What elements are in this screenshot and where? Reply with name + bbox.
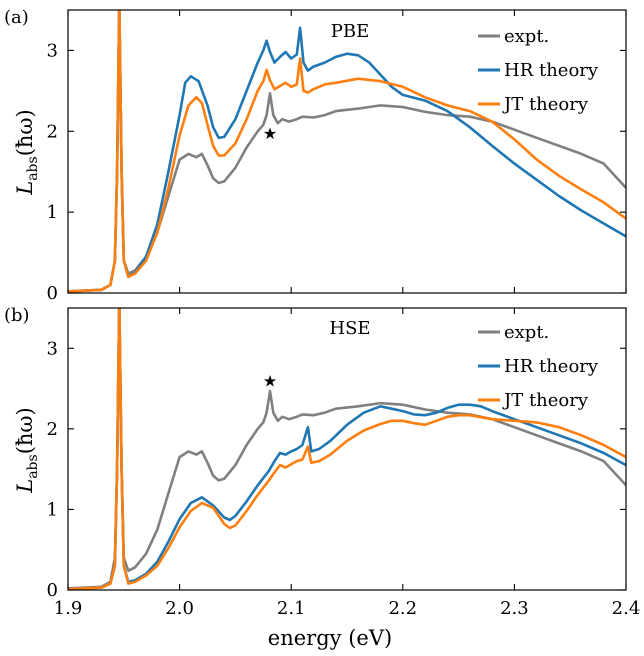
ylabel-a-arg: (ħω)	[13, 109, 37, 156]
series-line-jt-theory	[68, 308, 626, 590]
panel-a-y-axis-label: Labs(ħω)	[13, 109, 41, 196]
series-line-hr-theory	[68, 308, 626, 590]
panel-b-title: HSE	[329, 318, 370, 339]
y-tick-label: 3	[47, 40, 58, 61]
panel-a-series	[68, 10, 626, 293]
y-tick-label: 2	[47, 121, 58, 142]
legend-label: expt.	[504, 26, 549, 47]
legend-label: HR theory	[504, 356, 599, 377]
panel-a-legend: expt. HR theory JT theory	[478, 26, 599, 115]
series-line-expt	[68, 308, 626, 590]
panel-b: 1.9 2.0 2.1 2.2 2.3 2.4 0 1 2 3 (b) HSE ★ expt. HR…	[4, 305, 641, 619]
panel-a: 0 1 2 3 (a) PBE ★ expt. HR theory JT theory	[4, 7, 627, 304]
ylabel-b-main: L	[13, 479, 37, 494]
ylabel-a-sub: abs	[25, 156, 41, 181]
legend-label: JT theory	[502, 94, 589, 115]
y-tick-label: 1	[47, 499, 58, 520]
legend-label: expt.	[504, 322, 549, 343]
panel-b-star-annotation: ★	[263, 372, 277, 391]
ylabel-b-arg: (ħω)	[13, 407, 37, 454]
legend-label: JT theory	[502, 390, 589, 411]
panel-b-frame	[67, 307, 627, 591]
panel-b-label: (b)	[4, 305, 30, 326]
y-tick-label: 0	[47, 283, 58, 304]
panel-a-star-annotation: ★	[263, 124, 277, 143]
panel-a-ticks: 0 1 2 3	[47, 10, 627, 304]
panel-b-y-axis-label: Labs(ħω)	[13, 407, 41, 494]
x-tick-label: 2.1	[277, 598, 306, 619]
panel-b-legend: expt. HR theory JT theory	[478, 322, 599, 411]
panel-a-label: (a)	[4, 7, 29, 28]
ylabel-a-main: L	[13, 181, 37, 196]
x-axis-label: energy (eV)	[268, 626, 392, 650]
panel-a-frame	[67, 9, 627, 294]
x-tick-label: 2.3	[500, 598, 529, 619]
x-tick-label: 1.9	[54, 598, 83, 619]
x-tick-label: 2.2	[388, 598, 417, 619]
y-tick-label: 2	[47, 419, 58, 440]
x-tick-label: 2.0	[165, 598, 194, 619]
y-tick-label: 0	[47, 580, 58, 601]
legend-label: HR theory	[504, 60, 599, 81]
x-tick-label: 2.4	[612, 598, 641, 619]
panel-b-series	[68, 308, 626, 590]
ylabel-b-sub: abs	[25, 454, 41, 479]
y-tick-label: 1	[47, 202, 58, 223]
series-line-jt-theory	[68, 10, 626, 293]
panel-a-title: PBE	[331, 21, 369, 42]
panel-b-ticks: 1.9 2.0 2.1 2.2 2.3 2.4 0 1 2 3	[47, 308, 641, 619]
y-tick-label: 3	[47, 338, 58, 359]
